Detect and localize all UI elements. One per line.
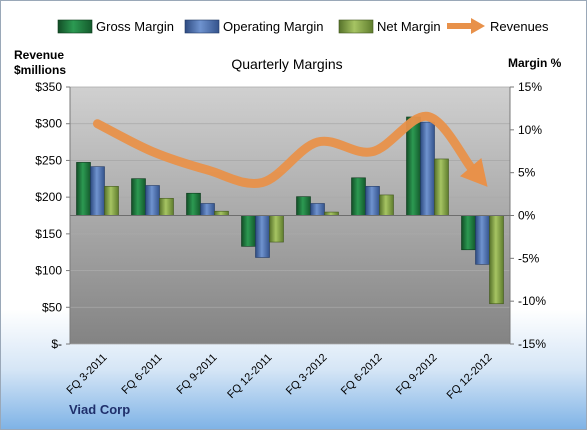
bar-gross-margin xyxy=(296,196,311,216)
x-tick-label: FQ 9-2011 xyxy=(175,352,220,397)
x-tick-label: FQ 6-2011 xyxy=(120,352,165,397)
bar-net-margin xyxy=(434,158,449,216)
bar-net-margin xyxy=(214,210,229,216)
legend-arrowhead-revenues xyxy=(471,18,485,34)
x-tick-label: FQ 3-2011 xyxy=(65,352,110,397)
right-tick-label: -5% xyxy=(518,251,540,265)
left-axis-title-line2: $millions xyxy=(14,63,66,77)
legend-label-operating-margin: Operating Margin xyxy=(223,19,323,34)
bar-net-margin xyxy=(269,215,284,243)
left-tick-label: $50 xyxy=(42,300,62,314)
legend-item-net-margin: Net Margin xyxy=(338,19,441,34)
right-tick-label: 5% xyxy=(518,166,536,180)
right-tick-label: -10% xyxy=(518,294,546,308)
left-tick-label: $200 xyxy=(35,190,62,204)
company-name: Viad Corp xyxy=(69,402,130,417)
x-tick-label: FQ 3-2012 xyxy=(284,352,330,398)
bar-operating-margin xyxy=(255,215,270,258)
x-tick-label: FQ 12-2011 xyxy=(225,352,274,401)
legend-swatch-operating-margin xyxy=(184,19,220,34)
left-axis-ticks: $- $50 $100 $150 $200 $250 $300 $350 xyxy=(35,80,70,351)
bar-gross-margin xyxy=(241,215,256,247)
left-tick-label: $300 xyxy=(35,117,62,131)
bar-gross-margin xyxy=(131,178,146,216)
bar-gross-margin xyxy=(186,192,201,216)
right-tick-label: 0% xyxy=(518,209,536,223)
x-axis-labels: FQ 3-2011 FQ 6-2011 FQ 9-2011 FQ 12-2011 FQ … xyxy=(65,352,495,402)
bar-gross-margin xyxy=(406,116,421,216)
right-tick-label: -15% xyxy=(518,337,546,351)
legend-label-revenues: Revenues xyxy=(490,19,549,34)
right-tick-label: 10% xyxy=(518,123,542,137)
revenues-line-path xyxy=(93,111,476,188)
bar-operating-margin xyxy=(200,203,215,216)
bar-gross-margin xyxy=(461,215,476,251)
x-tick-label: FQ 6-2012 xyxy=(339,352,385,398)
bar-net-margin xyxy=(159,198,174,216)
bar-operating-margin xyxy=(145,185,160,216)
bar-gross-margin xyxy=(76,162,91,216)
bars xyxy=(76,116,504,305)
left-tick-label: $- xyxy=(51,337,62,351)
legend: Gross Margin Operating Margin Net Margin… xyxy=(57,18,549,34)
bar-net-margin xyxy=(379,194,394,216)
legend-item-operating-margin: Operating Margin xyxy=(184,19,323,34)
legend-swatch-net-margin xyxy=(338,19,374,34)
legend-label-gross-margin: Gross Margin xyxy=(96,19,174,34)
bar-net-margin xyxy=(104,186,119,216)
legend-swatch-gross-margin xyxy=(57,19,93,34)
bar-operating-margin xyxy=(420,121,435,216)
left-tick-label: $250 xyxy=(35,153,62,167)
bar-operating-margin xyxy=(475,215,490,265)
bar-operating-margin xyxy=(310,203,325,216)
x-tick-label: FQ 12-2012 xyxy=(445,352,495,402)
bar-gross-margin xyxy=(351,177,366,216)
revenues-arrowhead xyxy=(460,158,488,187)
legend-label-net-margin: Net Margin xyxy=(377,19,441,34)
revenue-line xyxy=(93,111,488,188)
left-tick-label: $350 xyxy=(35,80,62,94)
bar-operating-margin xyxy=(365,186,380,216)
legend-item-gross-margin: Gross Margin xyxy=(57,19,174,34)
right-tick-label: 15% xyxy=(518,80,542,94)
right-axis-title: Margin % xyxy=(508,56,562,70)
x-tick-label: FQ 9-2012 xyxy=(394,352,440,398)
left-tick-label: $100 xyxy=(35,264,62,278)
bar-operating-margin xyxy=(90,166,105,216)
left-axis-title-line1: Revenue xyxy=(14,48,64,62)
bar-net-margin xyxy=(489,215,504,305)
right-axis-ticks: -15% -10% -5% 0% 5% 10% 15% xyxy=(510,80,546,351)
legend-item-revenues: Revenues xyxy=(447,18,549,34)
chart-title: Quarterly Margins xyxy=(231,56,342,72)
left-tick-label: $150 xyxy=(35,227,62,241)
bar-net-margin xyxy=(324,211,339,216)
